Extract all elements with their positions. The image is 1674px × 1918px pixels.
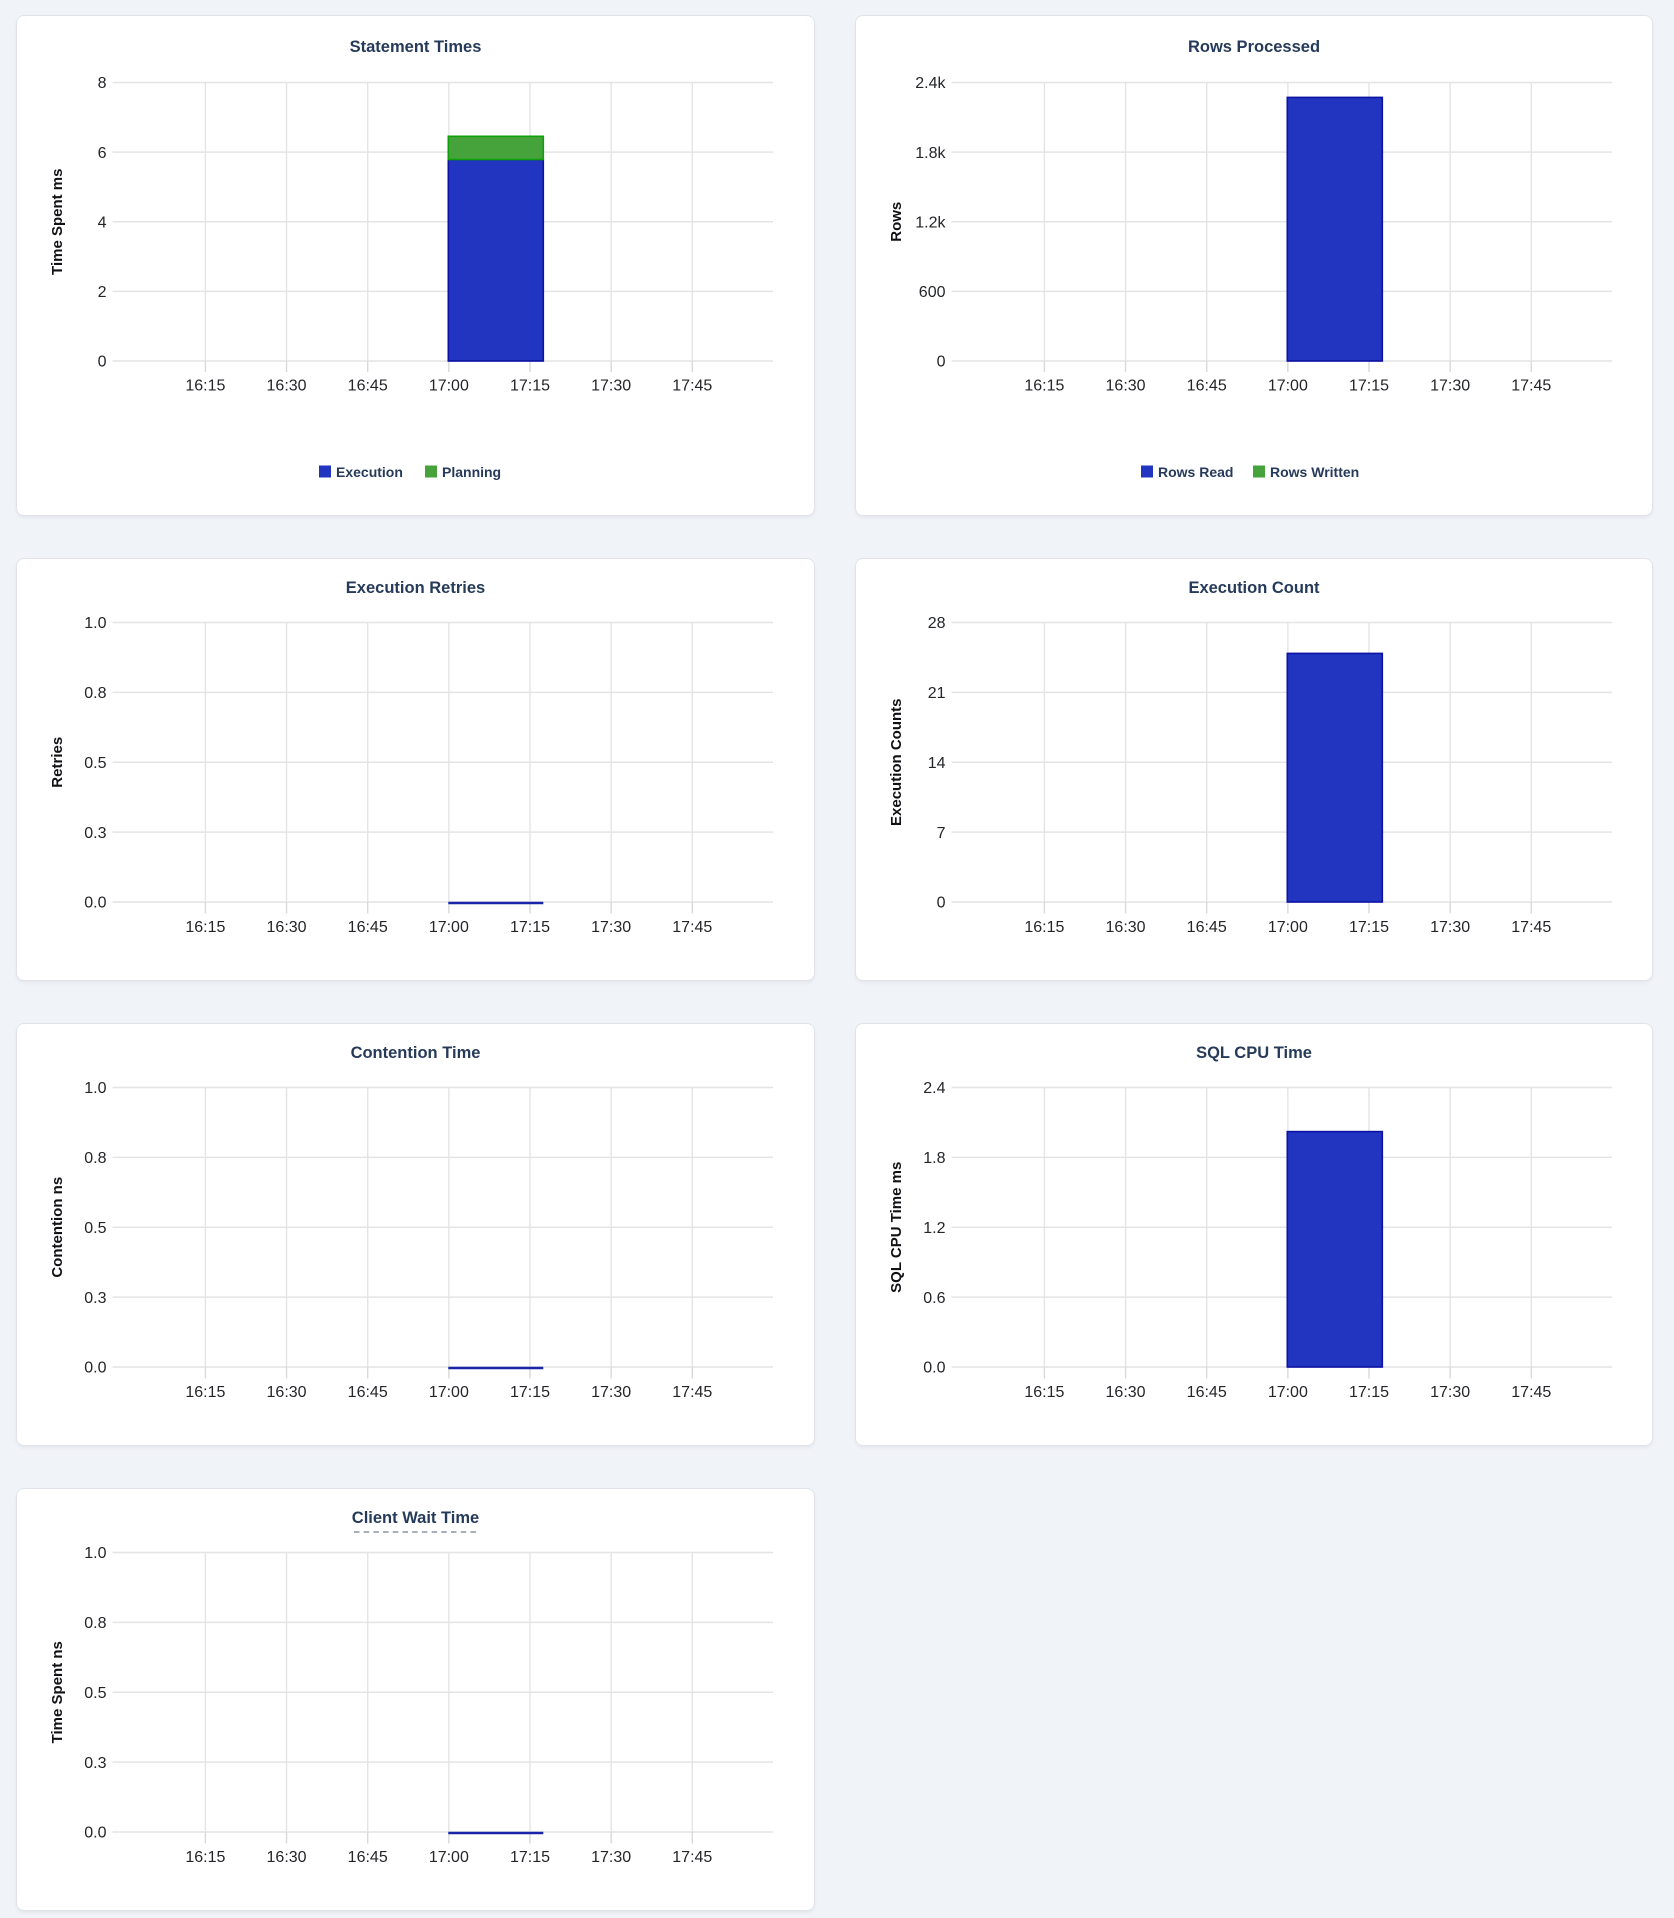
svg-text:17:45: 17:45 [672, 919, 712, 936]
svg-text:17:30: 17:30 [591, 1849, 631, 1866]
svg-text:0.0: 0.0 [84, 895, 106, 912]
svg-text:17:30: 17:30 [591, 919, 631, 936]
svg-text:16:15: 16:15 [1024, 919, 1064, 936]
svg-text:0.3: 0.3 [84, 1755, 106, 1772]
svg-text:Execution Counts: Execution Counts [888, 698, 905, 826]
svg-text:Rows Written: Rows Written [1270, 464, 1359, 480]
svg-text:Planning: Planning [442, 464, 501, 480]
svg-text:16:15: 16:15 [1024, 1384, 1064, 1401]
svg-text:28: 28 [928, 615, 946, 632]
svg-text:Retries: Retries [49, 737, 66, 788]
svg-text:0.8: 0.8 [84, 1150, 106, 1167]
svg-text:17:00: 17:00 [1268, 1384, 1308, 1401]
svg-text:Time Spent ms: Time Spent ms [49, 169, 66, 275]
svg-text:1.0: 1.0 [84, 1545, 106, 1562]
svg-text:0.6: 0.6 [923, 1290, 945, 1307]
svg-text:0.0: 0.0 [84, 1360, 106, 1377]
svg-text:1.0: 1.0 [84, 1080, 106, 1097]
svg-text:17:30: 17:30 [591, 1384, 631, 1401]
svg-text:16:30: 16:30 [1106, 1384, 1146, 1401]
svg-text:Execution: Execution [336, 464, 403, 480]
svg-text:17:00: 17:00 [429, 378, 469, 395]
svg-text:17:15: 17:15 [1349, 919, 1389, 936]
svg-text:2.4k: 2.4k [915, 75, 946, 92]
svg-text:16:30: 16:30 [267, 1384, 307, 1401]
svg-text:17:15: 17:15 [510, 1384, 550, 1401]
svg-text:1.2: 1.2 [923, 1220, 945, 1237]
svg-text:17:30: 17:30 [1430, 378, 1470, 395]
svg-text:4: 4 [98, 214, 107, 231]
svg-text:0.8: 0.8 [84, 685, 106, 702]
svg-text:17:15: 17:15 [1349, 378, 1389, 395]
svg-text:0.5: 0.5 [84, 1685, 106, 1702]
svg-text:0.3: 0.3 [84, 825, 106, 842]
svg-text:2: 2 [98, 284, 107, 301]
svg-text:16:30: 16:30 [1106, 378, 1146, 395]
svg-text:16:30: 16:30 [267, 378, 307, 395]
svg-text:0: 0 [937, 354, 946, 371]
svg-text:6: 6 [98, 145, 107, 162]
svg-text:17:30: 17:30 [1430, 1384, 1470, 1401]
svg-text:0.5: 0.5 [84, 1220, 106, 1237]
svg-text:SQL CPU Time ms: SQL CPU Time ms [888, 1162, 905, 1293]
svg-text:0.3: 0.3 [84, 1290, 106, 1307]
svg-text:16:15: 16:15 [185, 1384, 225, 1401]
svg-text:17:00: 17:00 [429, 1849, 469, 1866]
svg-text:17:15: 17:15 [510, 919, 550, 936]
svg-text:16:45: 16:45 [1187, 378, 1227, 395]
svg-text:17:00: 17:00 [429, 919, 469, 936]
svg-text:1.8: 1.8 [923, 1150, 945, 1167]
svg-text:16:45: 16:45 [348, 378, 388, 395]
svg-text:17:45: 17:45 [1511, 378, 1551, 395]
svg-text:17:45: 17:45 [672, 378, 712, 395]
svg-text:0.0: 0.0 [84, 1825, 106, 1842]
svg-text:17:45: 17:45 [672, 1849, 712, 1866]
svg-text:16:15: 16:15 [185, 1849, 225, 1866]
svg-text:7: 7 [937, 825, 946, 842]
svg-text:1.8k: 1.8k [915, 145, 946, 162]
svg-text:0.5: 0.5 [84, 755, 106, 772]
svg-text:Time Spent ns: Time Spent ns [49, 1641, 66, 1743]
svg-text:1.2k: 1.2k [915, 214, 946, 231]
svg-text:17:00: 17:00 [1268, 378, 1308, 395]
svg-text:17:15: 17:15 [1349, 1384, 1389, 1401]
svg-text:17:45: 17:45 [672, 1384, 712, 1401]
svg-text:1.0: 1.0 [84, 615, 106, 632]
svg-text:Rows Read: Rows Read [1158, 464, 1233, 480]
svg-text:17:45: 17:45 [1511, 1384, 1551, 1401]
svg-text:17:15: 17:15 [510, 1849, 550, 1866]
svg-text:21: 21 [928, 685, 946, 702]
svg-text:16:15: 16:15 [1024, 378, 1064, 395]
svg-text:16:45: 16:45 [1187, 1384, 1227, 1401]
svg-text:0.8: 0.8 [84, 1615, 106, 1632]
svg-text:17:00: 17:00 [429, 1384, 469, 1401]
svg-text:2.4: 2.4 [923, 1080, 945, 1097]
svg-text:16:45: 16:45 [348, 1849, 388, 1866]
svg-text:16:30: 16:30 [1106, 919, 1146, 936]
svg-text:17:00: 17:00 [1268, 919, 1308, 936]
svg-text:17:45: 17:45 [1511, 919, 1551, 936]
svg-text:16:45: 16:45 [1187, 919, 1227, 936]
svg-text:8: 8 [98, 75, 107, 92]
svg-text:16:30: 16:30 [267, 919, 307, 936]
svg-text:16:15: 16:15 [185, 378, 225, 395]
svg-text:17:15: 17:15 [510, 378, 550, 395]
svg-text:17:30: 17:30 [1430, 919, 1470, 936]
svg-text:16:45: 16:45 [348, 919, 388, 936]
svg-text:Contention ns: Contention ns [49, 1177, 66, 1278]
svg-text:Rows: Rows [888, 202, 905, 242]
svg-text:16:45: 16:45 [348, 1384, 388, 1401]
svg-text:17:30: 17:30 [591, 378, 631, 395]
svg-text:14: 14 [928, 755, 946, 772]
svg-text:0: 0 [98, 354, 107, 371]
svg-text:16:15: 16:15 [185, 919, 225, 936]
svg-text:0: 0 [937, 895, 946, 912]
svg-text:0.0: 0.0 [923, 1360, 945, 1377]
svg-text:16:30: 16:30 [267, 1849, 307, 1866]
svg-text:600: 600 [919, 284, 946, 301]
